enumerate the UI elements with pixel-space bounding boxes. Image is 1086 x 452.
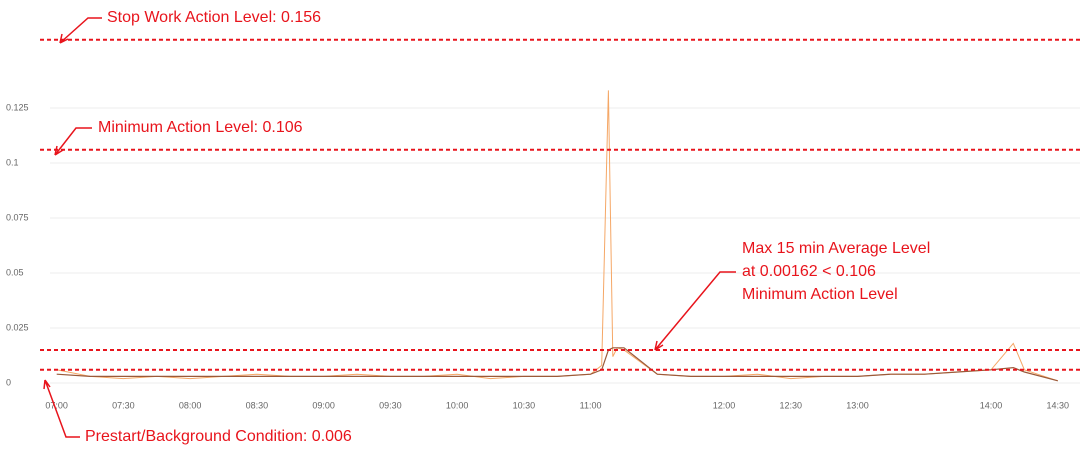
y-tick-label: 0 xyxy=(6,377,11,387)
x-tick-label: 09:00 xyxy=(312,400,335,410)
y-tick-label: 0.1 xyxy=(6,157,19,167)
x-tick-label: 11:00 xyxy=(580,400,602,410)
y-tick-label: 0.125 xyxy=(6,102,29,112)
x-tick-label: 12:00 xyxy=(713,400,736,410)
x-tick-label: 12:30 xyxy=(780,400,803,410)
plot: 0 0.025 0.05 0.075 0.1 0.125 07:00 07:30 08:00 08… xyxy=(6,38,1080,410)
annotation-text: Stop Work Action Level: 0.156 xyxy=(107,9,321,26)
x-tick-label: 08:00 xyxy=(179,400,202,410)
x-tick-label: 08:30 xyxy=(246,400,269,410)
x-tick-label: 14:00 xyxy=(980,400,1003,410)
x-tick-label: 14:30 xyxy=(1046,400,1069,410)
annotation-text: at 0.00162 < 0.106 xyxy=(742,263,876,280)
arrows xyxy=(43,17,736,438)
x-tick-label: 09:30 xyxy=(379,400,402,410)
annotation-text: Max 15 min Average Level xyxy=(742,240,930,257)
x-tick-label: 07:00 xyxy=(45,400,68,410)
x-tick-label: 07:30 xyxy=(112,400,135,410)
annotation-text: Prestart/Background Condition: 0.006 xyxy=(85,428,352,445)
annotation-text: Minimum Action Level xyxy=(742,286,898,303)
data-line xyxy=(56,347,1058,382)
arrow xyxy=(59,17,102,44)
y-tick-label: 0.05 xyxy=(6,267,24,277)
y-tick-label: 0.025 xyxy=(6,322,29,332)
arrow xyxy=(43,379,80,438)
y-tick-label: 0.075 xyxy=(6,212,29,222)
arrow xyxy=(54,127,92,156)
arrow xyxy=(654,271,736,351)
x-tick-label: 10:30 xyxy=(513,400,536,410)
x-tick-label: 13:00 xyxy=(846,400,869,410)
x-tick-label: 10:00 xyxy=(446,400,469,410)
annotation-text: Minimum Action Level: 0.106 xyxy=(98,119,303,136)
